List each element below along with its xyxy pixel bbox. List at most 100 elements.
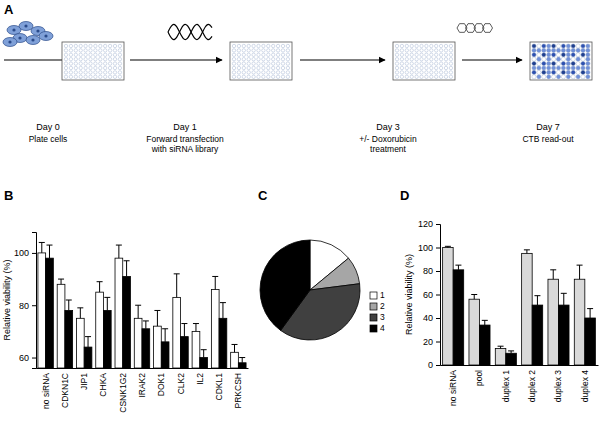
well: [415, 44, 418, 47]
well: [242, 62, 245, 65]
well: [439, 62, 442, 65]
well: [552, 66, 556, 70]
cell: [19, 22, 33, 31]
well: [561, 57, 565, 61]
well: [435, 53, 438, 56]
y-tick-mark: [436, 271, 440, 272]
well: [547, 44, 551, 48]
well: [410, 44, 413, 47]
y-tick-mark: [436, 295, 440, 296]
error-bar: [154, 310, 160, 326]
x-tick: no siRNA: [448, 365, 458, 406]
pie-chart: C1234: [258, 188, 385, 340]
bar: [181, 337, 189, 368]
well: [547, 66, 551, 70]
bar: [142, 329, 150, 368]
y-tick: 100: [418, 243, 440, 253]
well: [420, 62, 423, 65]
well: [547, 70, 551, 74]
well: [435, 71, 438, 74]
error-bar: [445, 246, 451, 247]
well: [286, 62, 289, 65]
well: [257, 58, 260, 61]
well: [108, 75, 111, 78]
well: [571, 44, 575, 48]
well: [232, 58, 235, 61]
well: [232, 49, 235, 52]
well: [532, 70, 536, 74]
well: [94, 53, 97, 56]
error-cap: [143, 320, 149, 321]
well: [286, 44, 289, 47]
well: [439, 53, 442, 56]
error-bar: [77, 308, 83, 318]
well: [400, 71, 403, 74]
well: [415, 62, 418, 65]
error-bar: [174, 274, 180, 298]
error-cap: [58, 279, 64, 280]
well: [576, 70, 580, 74]
dna-icon: [168, 24, 212, 39]
well: [439, 71, 442, 74]
well: [542, 70, 546, 74]
error-bar: [193, 324, 199, 332]
well: [410, 71, 413, 74]
well: [242, 53, 245, 56]
well: [420, 49, 423, 52]
bar: [134, 318, 142, 368]
x-tick: CSNK1G2: [118, 368, 128, 413]
well: [74, 62, 77, 65]
well: [430, 58, 433, 61]
error-stem: [184, 324, 185, 337]
well: [444, 71, 447, 74]
well: [395, 44, 398, 47]
well: [89, 71, 92, 74]
cell-nucleus: [12, 28, 15, 31]
well: [561, 70, 565, 74]
error-bar: [39, 242, 45, 252]
error-cap: [77, 307, 83, 308]
error-bar: [239, 358, 245, 363]
well: [571, 66, 575, 70]
y-tick-mark: [32, 358, 36, 359]
well: [262, 75, 265, 78]
well: [430, 62, 433, 65]
well: [84, 44, 87, 47]
x-axis-line: [441, 365, 599, 366]
legend-label: 4: [380, 323, 385, 333]
bar: [231, 352, 239, 368]
error-cap: [534, 295, 540, 296]
well: [537, 62, 541, 66]
well: [532, 62, 536, 66]
x-tick: pool: [474, 365, 484, 386]
bar: [506, 353, 517, 365]
error-cap: [445, 246, 451, 247]
error-stem: [222, 303, 223, 319]
well: [237, 49, 240, 52]
well: [586, 44, 590, 48]
well: [108, 58, 111, 61]
well: [232, 44, 235, 47]
well: [547, 62, 551, 66]
pie: [260, 240, 360, 340]
well: [257, 44, 260, 47]
bar: [192, 331, 200, 368]
well: [286, 71, 289, 74]
well: [281, 66, 284, 69]
well: [449, 66, 452, 69]
error-cap: [212, 276, 218, 277]
y-tick: 80: [19, 301, 36, 311]
well: [69, 53, 72, 56]
bar: [211, 290, 219, 368]
well: [104, 49, 107, 52]
x-tick-label: no siRNA: [41, 373, 51, 409]
error-bar: [577, 265, 583, 279]
x-tick: duplex 1: [501, 365, 511, 402]
x-tick-label: duplex 1: [501, 370, 511, 402]
figure: ADay 0Plate cellsDay 1Forward transfecti…: [0, 0, 606, 429]
legend-label: 3: [380, 312, 385, 322]
well: [576, 53, 580, 57]
well: [108, 44, 111, 47]
error-bar: [97, 282, 103, 292]
well: [400, 75, 403, 78]
